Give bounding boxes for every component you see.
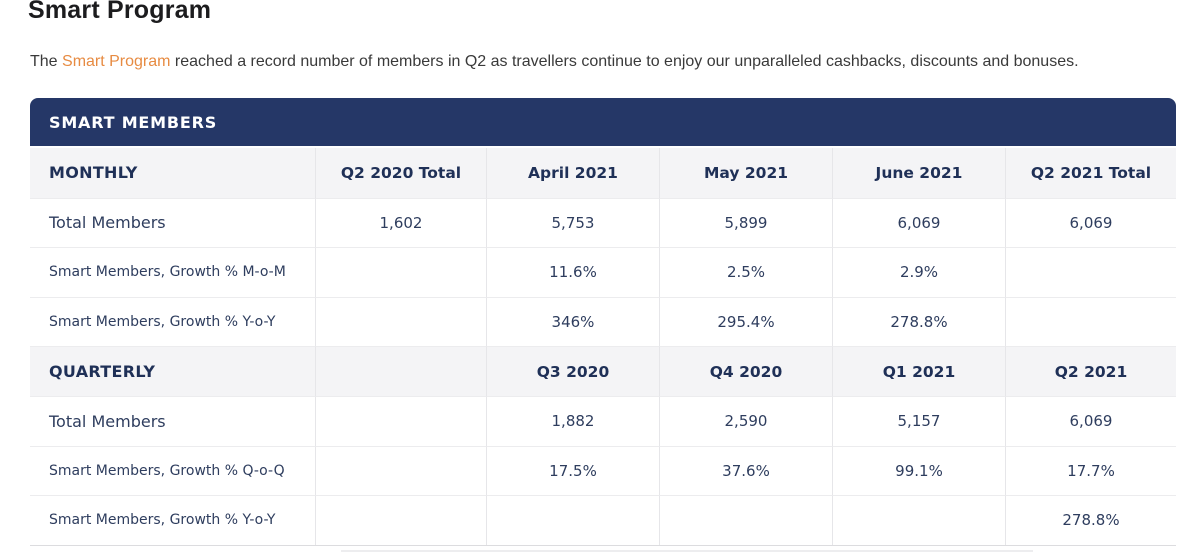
table-title: SMART MEMBERS	[49, 112, 218, 132]
value-cell: 1,602	[315, 197, 486, 248]
divider	[341, 550, 1033, 552]
value-cell	[315, 296, 486, 347]
value-cell: 17.7%	[1005, 445, 1176, 496]
page: Smart Program The Smart Program reached …	[28, 0, 1176, 552]
column-header-april-2021: April 2021	[486, 148, 659, 198]
table-title-bar: SMART MEMBERS	[30, 98, 1176, 148]
value-cell	[832, 495, 1005, 545]
value-cell: 6,069	[1005, 395, 1176, 446]
value-cell: 278.8%	[832, 296, 1005, 347]
value-cell: 2,590	[659, 395, 832, 446]
row-label-growth-mom: Smart Members, Growth % M-o-M	[30, 247, 315, 297]
smart-program-link[interactable]: Smart Program	[62, 52, 171, 70]
section-header-quarterly: QUARTERLY	[30, 346, 315, 396]
table-grid: MONTHLY Q2 2020 Total April 2021 May 202…	[30, 148, 1176, 546]
row-label-growth-qoq: Smart Members, Growth % Q-o-Q	[30, 445, 315, 496]
column-header-may-2021: May 2021	[659, 148, 832, 198]
value-cell	[486, 495, 659, 545]
value-cell	[315, 395, 486, 446]
column-header-q3-2020: Q3 2020	[486, 346, 659, 396]
value-cell: 5,157	[832, 395, 1005, 446]
value-cell: 5,899	[659, 197, 832, 248]
value-cell: 6,069	[1005, 197, 1176, 248]
value-cell: 2.9%	[832, 247, 1005, 297]
column-header-q1-2021: Q1 2021	[832, 346, 1005, 396]
value-cell: 6,069	[832, 197, 1005, 248]
intro-text-prefix: The	[30, 52, 63, 70]
row-label-growth-yoy-monthly: Smart Members, Growth % Y-o-Y	[30, 296, 315, 347]
value-cell	[1005, 247, 1176, 297]
row-label-growth-yoy-quarterly: Smart Members, Growth % Y-o-Y	[30, 495, 315, 545]
column-header-q4-2020: Q4 2020	[659, 346, 832, 396]
value-cell: 11.6%	[486, 247, 659, 297]
column-header-empty	[315, 346, 486, 396]
value-cell: 17.5%	[486, 445, 659, 496]
value-cell	[315, 445, 486, 496]
value-cell	[315, 247, 486, 297]
row-label-total-members: Total Members	[30, 197, 315, 248]
value-cell	[315, 495, 486, 545]
value-cell	[659, 495, 832, 545]
smart-members-table: SMART MEMBERS MONTHLY Q2 2020 Total Apri…	[30, 98, 1176, 546]
column-header-q2-2020-total: Q2 2020 Total	[315, 148, 486, 198]
page-title: Smart Program	[28, 0, 212, 24]
value-cell	[1005, 296, 1176, 347]
value-cell: 295.4%	[659, 296, 832, 347]
intro-text-suffix: reached a record number of members in Q2…	[170, 52, 1079, 70]
value-cell: 278.8%	[1005, 495, 1176, 545]
column-header-q2-2021-total: Q2 2021 Total	[1005, 148, 1176, 198]
column-header-june-2021: June 2021	[832, 148, 1005, 198]
value-cell: 1,882	[486, 395, 659, 446]
intro-paragraph: The Smart Program reached a record numbe…	[30, 52, 1176, 73]
section-header-monthly: MONTHLY	[30, 148, 315, 198]
column-header-q2-2021: Q2 2021	[1005, 346, 1176, 396]
value-cell: 99.1%	[832, 445, 1005, 496]
value-cell: 5,753	[486, 197, 659, 248]
value-cell: 346%	[486, 296, 659, 347]
row-label-total-members: Total Members	[30, 395, 315, 446]
value-cell: 37.6%	[659, 445, 832, 496]
value-cell: 2.5%	[659, 247, 832, 297]
